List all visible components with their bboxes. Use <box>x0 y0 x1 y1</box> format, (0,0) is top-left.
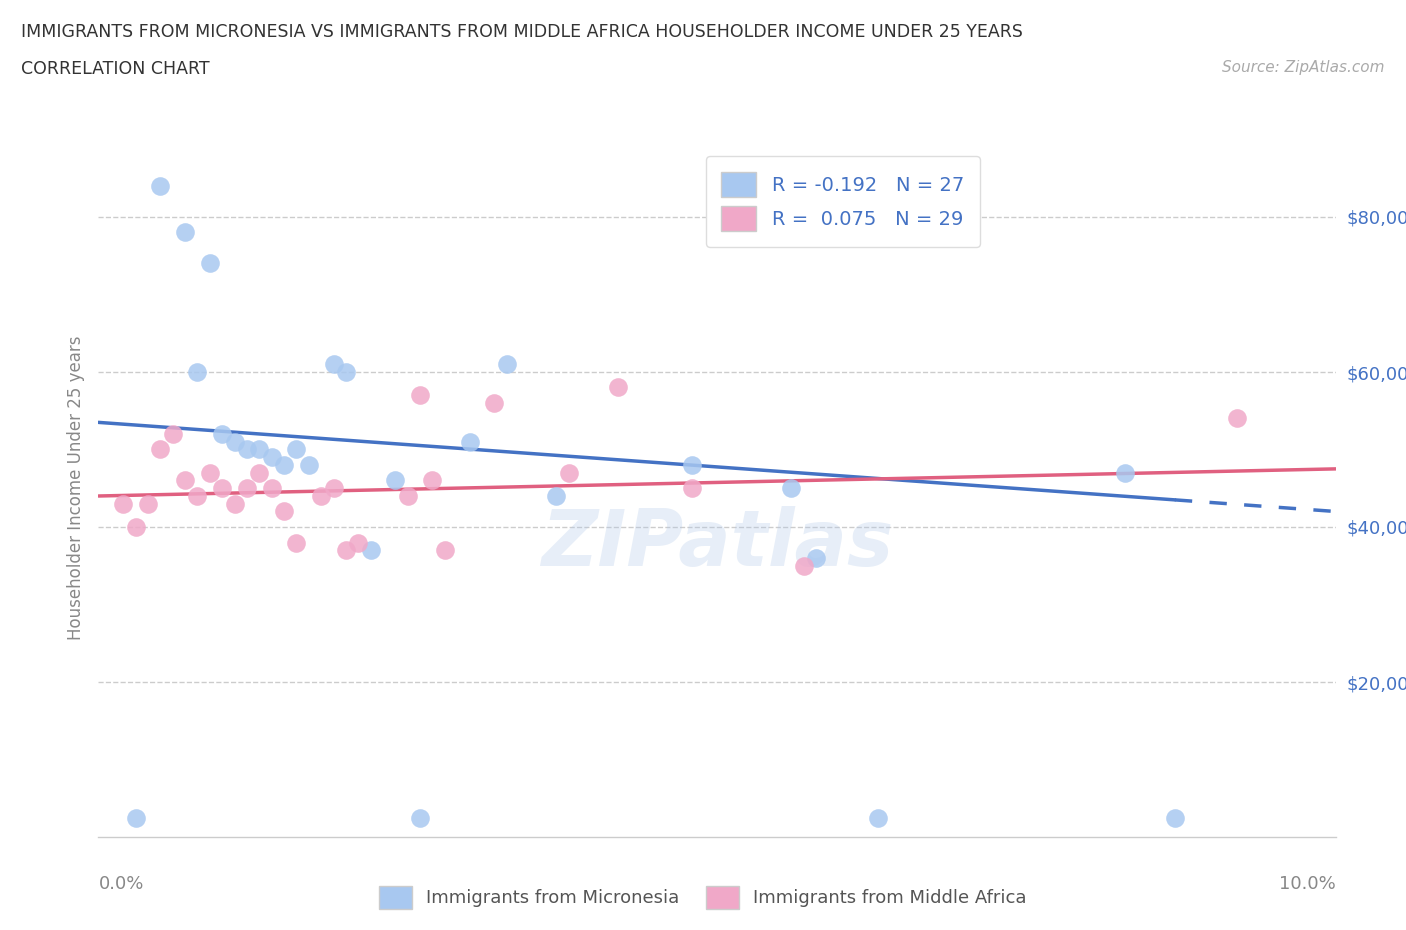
Point <box>285 442 308 457</box>
Point <box>149 179 172 193</box>
Point <box>360 543 382 558</box>
Point <box>186 365 208 379</box>
Text: 10.0%: 10.0% <box>1279 875 1336 894</box>
Point <box>211 481 233 496</box>
Point <box>198 465 221 480</box>
Point <box>607 380 630 395</box>
Point <box>335 543 357 558</box>
Text: Source: ZipAtlas.com: Source: ZipAtlas.com <box>1222 60 1385 75</box>
Point <box>198 256 221 271</box>
Point <box>681 481 703 496</box>
Point <box>124 810 146 825</box>
Point <box>1226 411 1249 426</box>
Point <box>384 473 406 488</box>
Point <box>396 488 419 503</box>
Point <box>112 497 135 512</box>
Point <box>136 497 159 512</box>
Point <box>236 442 259 457</box>
Point <box>335 365 357 379</box>
Point <box>347 535 370 550</box>
Text: IMMIGRANTS FROM MICRONESIA VS IMMIGRANTS FROM MIDDLE AFRICA HOUSEHOLDER INCOME U: IMMIGRANTS FROM MICRONESIA VS IMMIGRANTS… <box>21 23 1024 41</box>
Point <box>322 481 344 496</box>
Point <box>804 551 827 565</box>
Point <box>557 465 579 480</box>
Point <box>211 427 233 442</box>
Point <box>174 225 197 240</box>
Point <box>433 543 456 558</box>
Point <box>162 427 184 442</box>
Legend: R = -0.192   N = 27, R =  0.075   N = 29: R = -0.192 N = 27, R = 0.075 N = 29 <box>706 156 980 247</box>
Point <box>273 504 295 519</box>
Point <box>298 458 321 472</box>
Point <box>780 481 803 496</box>
Legend: Immigrants from Micronesia, Immigrants from Middle Africa: Immigrants from Micronesia, Immigrants f… <box>373 879 1033 916</box>
Point <box>174 473 197 488</box>
Point <box>273 458 295 472</box>
Point <box>247 465 270 480</box>
Point <box>247 442 270 457</box>
Point <box>149 442 172 457</box>
Point <box>681 458 703 472</box>
Point <box>409 388 432 403</box>
Point <box>458 434 481 449</box>
Point <box>224 497 246 512</box>
Point <box>1114 465 1136 480</box>
Point <box>322 357 344 372</box>
Y-axis label: Householder Income Under 25 years: Householder Income Under 25 years <box>66 336 84 641</box>
Text: CORRELATION CHART: CORRELATION CHART <box>21 60 209 78</box>
Point <box>260 481 283 496</box>
Point <box>422 473 444 488</box>
Point <box>546 488 568 503</box>
Point <box>236 481 259 496</box>
Point <box>186 488 208 503</box>
Point <box>793 558 815 573</box>
Point <box>285 535 308 550</box>
Point <box>224 434 246 449</box>
Text: ZIPatlas: ZIPatlas <box>541 506 893 582</box>
Point <box>866 810 889 825</box>
Point <box>260 450 283 465</box>
Text: 0.0%: 0.0% <box>98 875 143 894</box>
Point <box>124 520 146 535</box>
Point <box>309 488 332 503</box>
Point <box>495 357 517 372</box>
Point <box>1164 810 1187 825</box>
Point <box>484 395 506 410</box>
Point <box>409 810 432 825</box>
